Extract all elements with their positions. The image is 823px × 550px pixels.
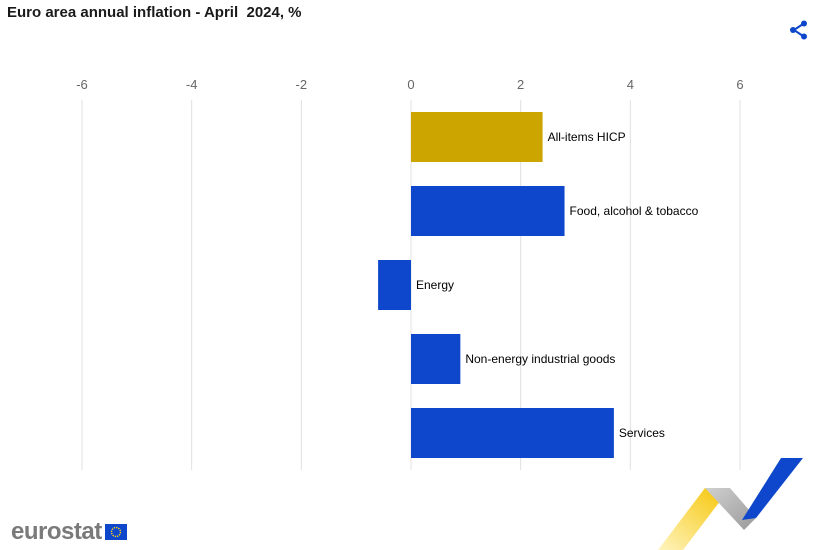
chart-title: Euro area annual inflation - April 2024,… [7,4,302,21]
x-tick-label: 6 [736,77,743,92]
bar-chart: -6 -4 -2 0 2 4 6 All-items HICP Food, alcohol & … [76,77,744,470]
x-tick-label: 4 [627,77,634,92]
category-label: All-items HICP [548,130,626,144]
bar [411,334,461,384]
x-tick-label: -6 [76,77,88,92]
x-tick-label: -2 [296,77,308,92]
category-label: Non-energy industrial goods [465,352,615,366]
eurostat-logo: eurostat [11,518,127,546]
category-label: Energy [416,278,454,292]
x-tick-label: 2 [517,77,524,92]
bar [411,186,565,236]
category-label: Food, alcohol & tobacco [570,204,699,218]
bar [411,112,543,162]
bar [411,408,614,458]
logo-text: eurostat [11,518,102,545]
share-button[interactable] [788,19,810,41]
x-tick-label: 0 [407,77,414,92]
category-label: Services [619,426,665,440]
bar [378,260,411,310]
share-icon [790,20,807,40]
corner-decoration [658,458,803,550]
x-tick-label: -4 [186,77,198,92]
eu-flag-icon [104,524,127,540]
